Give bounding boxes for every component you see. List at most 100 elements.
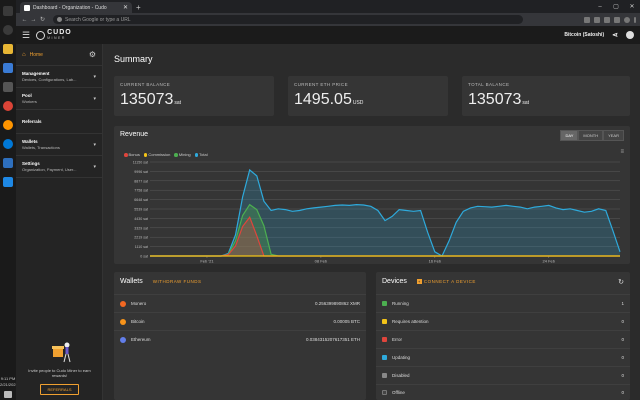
status-running-icon [382,301,387,306]
hamburger-menu-icon[interactable]: ☰ [22,29,31,40]
withdraw-funds-button[interactable]: WITHDRAW FUNDS [152,279,202,284]
legend-item-total[interactable]: Total [194,152,208,157]
more-menu-icon[interactable] [634,16,636,23]
refresh-icon[interactable]: ↻ [618,279,624,286]
y-tick-label: 11150 sat [133,161,148,165]
edge-icon[interactable] [3,139,13,149]
app-icon[interactable] [3,177,13,187]
connect-device-label: CONNECT A DEVICE [423,279,476,284]
referrals-button[interactable]: REFERRALS [40,384,79,395]
back-icon[interactable]: ← [21,16,28,23]
close-window-icon[interactable]: ✕ [629,4,635,10]
sidebar-item-subtitle: Wallets, Transactions [22,145,60,150]
status-offline-icon [382,390,387,395]
series-area-bonus [150,217,620,256]
stat-label: CURRENT BALANCE [120,82,171,87]
stat-value: 135073sat [120,91,181,109]
user-avatar-icon[interactable] [626,31,634,39]
minimize-icon[interactable]: – [598,3,602,10]
store-icon[interactable] [3,63,13,73]
chart-menu-icon[interactable]: ≡ [620,149,624,155]
range-year-button[interactable]: YEAR [603,130,624,141]
sidebar-item-wallets[interactable]: Wallets Wallets, Transactions ▾ [16,134,102,156]
wallet-row[interactable]: Ethereum 0.0384315207617351 ETH [114,330,366,348]
monero-icon [120,300,126,307]
logo-text: CUDO [47,29,72,36]
range-selector: DAY MONTH YEAR [560,130,624,141]
search-icon[interactable] [3,25,13,35]
currency-selector[interactable]: Bitcoin (Satoshi) [564,32,605,38]
sidebar-item-settings[interactable]: Settings Organization, Payment, User... … [16,156,102,178]
browser-tab[interactable]: Dashboard - Organization - Cudo ✕ [20,2,132,13]
sidebar-item-title: Pool [22,93,32,98]
extension-icon[interactable] [604,16,610,23]
legend-label: Bonus [128,152,140,157]
page-title: Summary [114,54,153,64]
app-icon[interactable] [3,158,13,168]
device-status-row[interactable]: Disabled 0 [376,366,630,384]
notification-icon[interactable] [4,391,12,398]
address-bar[interactable]: Search Google or type a URL [53,15,523,24]
x-tick-label: 24 Feb [543,259,556,264]
device-status-row[interactable]: Running 1 [376,294,630,312]
sidebar-item-title: Settings [22,161,40,166]
file-explorer-icon[interactable] [3,44,13,54]
new-tab-icon[interactable]: + [136,3,141,12]
app-icon[interactable] [3,82,13,92]
sidebar-item-subtitle: Workers [22,99,37,104]
main-content: Summary CURRENT BALANCE 135073sat CURREN… [104,44,640,400]
sidebar-item-label: Home [29,51,43,58]
devices-card: Devices + CONNECT A DEVICE ↻ Running 1 Re… [376,272,630,400]
devices-title: Devices [382,278,407,285]
status-disabled-icon [382,373,387,378]
extension-icon[interactable] [594,16,600,23]
wallet-row[interactable]: Monero 0.256399890862 XMR [114,294,366,312]
logo-subtext: MINER [47,36,66,40]
legend-item-mining[interactable]: Mining [174,152,191,157]
range-day-button[interactable]: DAY [560,130,579,141]
window-controls: – ▢ ✕ [592,0,640,13]
sidebar-item-subtitle: Organization, Payment, User... [22,167,77,172]
close-tab-icon[interactable]: ✕ [122,5,128,11]
cudo-logo[interactable]: CUDO MINER [36,29,72,40]
device-status-count: 0 [621,355,624,360]
star-icon[interactable] [614,16,620,23]
clock-date: 2/21/2021 [0,382,18,387]
sidebar-item-pool[interactable]: Pool Workers ▾ [16,88,102,110]
device-status-count: 0 [621,337,624,342]
y-tick-label: 4430 sat [134,217,148,221]
extension-icon[interactable] [584,16,590,23]
gear-icon[interactable]: ⚙ [88,50,96,59]
device-status-row[interactable]: Offline 0 [376,384,630,400]
tab-title: Dashboard - Organization - Cudo [33,4,107,11]
range-month-button[interactable]: MONTH [578,130,604,141]
firefox-icon[interactable] [3,120,13,130]
sidebar-item-home[interactable]: ⌂ Home ⚙ [16,44,102,66]
windows-start-icon[interactable] [3,6,13,16]
profile-icon[interactable] [624,16,630,23]
device-status-row[interactable]: Error 0 [376,330,630,348]
extensions [584,16,636,23]
legend-item-commission[interactable]: Commission [143,152,170,157]
status-error-icon [382,337,387,342]
sidebar-item-management[interactable]: Management Devices, Configurations, Lab.… [16,66,102,88]
forward-icon[interactable]: → [30,16,37,23]
sidebar-item-subtitle: Devices, Configurations, Lab... [22,77,77,82]
plus-icon: + [416,279,422,284]
sidebar-item-title: Referrals [22,119,42,124]
legend-item-bonus[interactable]: Bonus [124,152,140,157]
sidebar-item-title: Wallets [22,139,38,144]
reload-icon[interactable]: ↻ [39,17,46,23]
chrome-icon[interactable] [3,101,13,111]
wallet-row[interactable]: Bitcoin 0.00005 BTC [114,312,366,330]
share-icon[interactable]: ⋖ [612,32,618,39]
device-status-row[interactable]: Requires attention 0 [376,312,630,330]
wallet-name: Ethereum [131,337,151,342]
sidebar-item-referrals[interactable]: Referrals [16,110,102,134]
device-status-row[interactable]: Updating 0 [376,348,630,366]
maximize-icon[interactable]: ▢ [613,4,619,10]
legend-label: Total [199,152,208,157]
legend-label: Mining [178,152,191,157]
connect-device-button[interactable]: + CONNECT A DEVICE [416,279,476,284]
series-area-total [150,170,620,256]
